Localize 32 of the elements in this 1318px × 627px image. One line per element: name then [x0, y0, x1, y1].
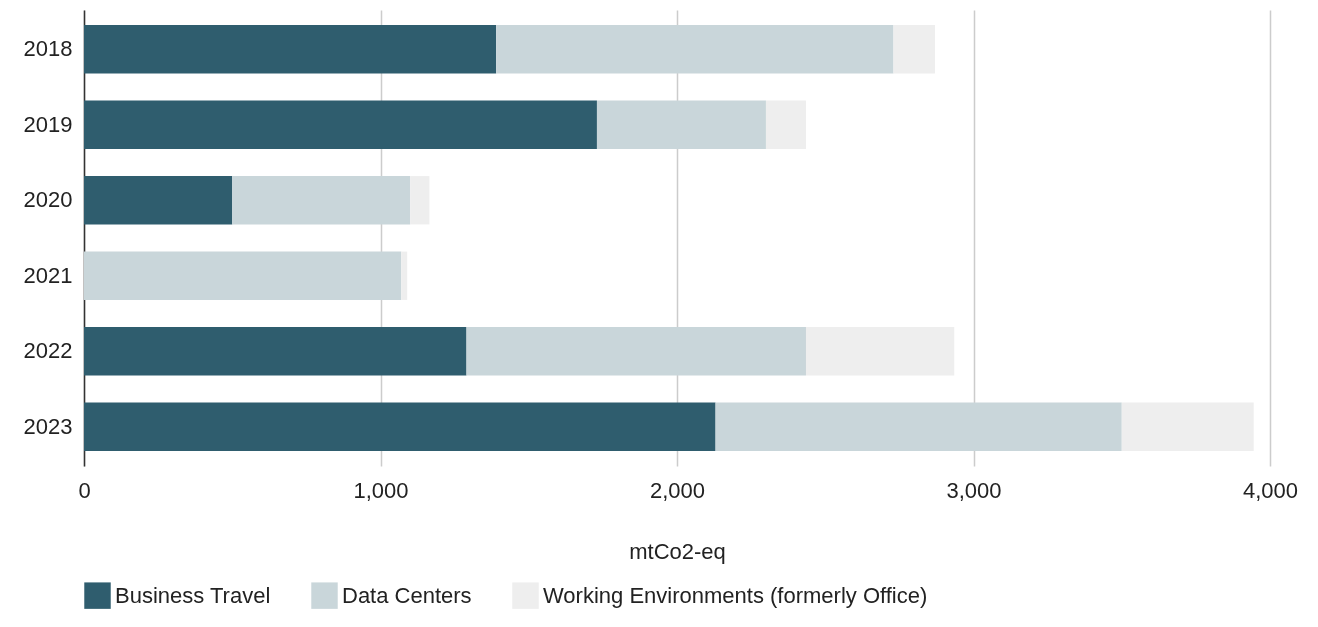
bar	[232, 176, 411, 225]
bar	[84, 25, 497, 74]
bar	[84, 327, 467, 376]
legend-label: Working Environments (formerly Office)	[543, 582, 928, 608]
x-tick-label: 3,000	[946, 477, 1002, 503]
bar	[401, 251, 408, 300]
bar	[84, 100, 597, 149]
y-tick-label: 2022	[23, 338, 73, 364]
y-tick-label: 2019	[23, 111, 73, 137]
bar	[84, 176, 233, 225]
x-tick-label: 0	[78, 477, 91, 503]
bar	[84, 402, 716, 451]
bar	[805, 327, 955, 376]
y-tick-label: 2023	[23, 413, 73, 439]
x-axis-title: mtCo2-eq	[629, 538, 726, 564]
legend-label: Business Travel	[115, 582, 271, 608]
bar	[410, 176, 430, 225]
bar	[765, 100, 806, 149]
bar	[715, 402, 1122, 451]
x-tick-label: 1,000	[353, 477, 409, 503]
bar	[893, 25, 935, 74]
x-tick-label: 4,000	[1242, 477, 1299, 503]
bar	[84, 251, 402, 300]
y-tick-label: 2020	[23, 187, 73, 213]
y-tick-label: 2021	[23, 262, 73, 288]
bar	[1121, 402, 1254, 451]
bar	[596, 100, 766, 149]
legend-label: Data Centers	[342, 582, 472, 608]
bar	[466, 327, 806, 376]
bar	[496, 25, 894, 74]
x-tick-label: 2,000	[649, 477, 706, 503]
y-tick-label: 2018	[23, 36, 73, 62]
